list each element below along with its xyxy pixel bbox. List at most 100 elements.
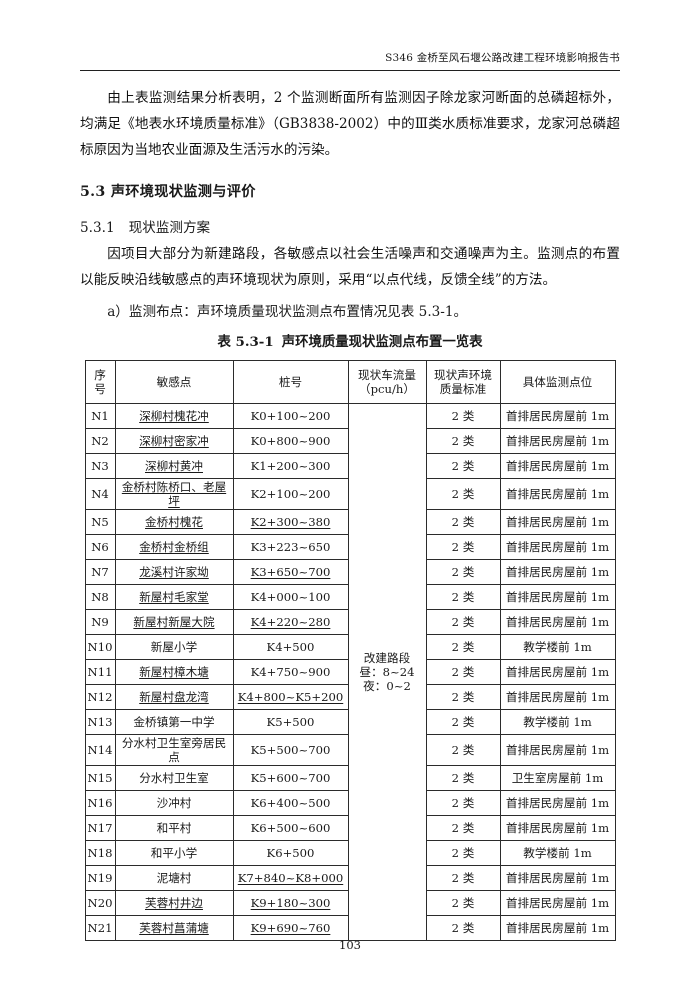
cell-stake-number-text: K4+220~280 [250, 614, 331, 629]
cell-specific-position-text: 首排居民房屋前 1m [505, 795, 610, 810]
cell-no-text: N19 [87, 870, 113, 885]
cell-specific-position: 首排居民房屋前 1m [499, 733, 616, 766]
page-number: 103 [339, 938, 361, 952]
cell-specific-position-text: 首排居民房屋前 1m [505, 539, 610, 554]
cell-acoustic-standard-text: 2 类 [451, 639, 475, 654]
cell-specific-position: 首排居民房屋前 1m [499, 508, 616, 535]
cell-sensitive-point-text: 芙蓉村菖蒲塘 [139, 920, 209, 935]
section-heading-5-3-1: 5.3.1 现状监测方案 [80, 215, 620, 241]
cell-sensitive-point-text: 深柳村密家冲 [139, 433, 209, 448]
table-row: N9 新屋村新屋大院 K4+220~280 2 类 首排居民房屋前 1m [84, 608, 616, 635]
cell-no: N20 [84, 889, 116, 916]
cell-no: N4 [84, 477, 116, 510]
cell-no: N1 [84, 402, 116, 429]
cell-acoustic-standard: 2 类 [425, 658, 501, 685]
cell-stake-number: K4+000~100 [232, 583, 349, 610]
cell-specific-position: 首排居民房屋前 1m [499, 864, 616, 891]
cell-stake-number: K6+500~600 [232, 814, 349, 841]
cell-no-text: N10 [87, 639, 113, 654]
cell-stake-number-text: K4+800~K5+200 [237, 689, 344, 704]
cell-stake-number: K4+220~280 [232, 608, 349, 635]
cell-specific-position: 首排居民房屋前 1m [499, 608, 616, 635]
column-header-traffic-flow: 现状车流量 （pcu/h） [347, 359, 427, 404]
cell-sensitive-point-text: 新屋村毛家堂 [139, 589, 209, 604]
cell-sensitive-point: 新屋村毛家堂 [114, 583, 234, 610]
cell-no: N3 [84, 452, 116, 479]
cell-no-text: N9 [91, 614, 109, 629]
column-header-traffic-flow-line1: 现状车流量 [358, 367, 416, 382]
table-row: N17 和平村 K6+500~600 2 类 首排居民房屋前 1m [84, 814, 616, 841]
cell-specific-position: 首排居民房屋前 1m [499, 814, 616, 841]
paragraph-monitoring-points: a）监测布点：声环境质量现状监测点布置情况见表 5.3-1。 [107, 303, 468, 320]
table-row: N11 新屋村樟木塘 K4+750~900 2 类 首排居民房屋前 1m [84, 658, 616, 685]
running-header-title: S346 金桥至风石堰公路改建工程环境影响报告书 [385, 52, 620, 64]
cell-stake-number-text: K3+650~700 [250, 564, 331, 579]
cell-sensitive-point: 泥塘村 [114, 864, 234, 891]
cell-specific-position: 首排居民房屋前 1m [499, 914, 616, 941]
cell-acoustic-standard-text: 2 类 [451, 689, 475, 704]
cell-no-text: N14 [87, 742, 113, 757]
cell-acoustic-standard-text: 2 类 [451, 714, 475, 729]
cell-specific-position: 首排居民房屋前 1m [499, 533, 616, 560]
cell-acoustic-standard: 2 类 [425, 764, 501, 791]
cell-sensitive-point: 龙溪村许家坳 [114, 558, 234, 585]
cell-no: N15 [84, 764, 116, 791]
column-header-no: 序 号 [84, 359, 116, 404]
table-row: N1 深柳村槐花冲 K0+100~200 改建路段 昼：8~24 夜：0~2 2 类首排居民… [84, 402, 616, 941]
cell-sensitive-point-text: 深柳村槐花冲 [139, 408, 209, 423]
cell-acoustic-standard-text: 2 类 [451, 614, 475, 629]
cell-acoustic-standard-text: 2 类 [451, 895, 475, 910]
cell-acoustic-standard: 2 类 [425, 889, 501, 916]
cell-stake-number-text: K6+500 [266, 845, 315, 860]
traffic-flow-line-1: 改建路段 [363, 650, 411, 665]
cell-sensitive-point: 新屋村新屋大院 [114, 608, 234, 635]
cell-sensitive-point: 金桥村陈桥口、老屋坪 [114, 477, 234, 510]
cell-sensitive-point-text: 金桥村陈桥口、老屋坪 [121, 479, 227, 508]
cell-stake-number-text: K9+180~300 [250, 895, 331, 910]
cell-stake-number: K6+400~500 [232, 789, 349, 816]
cell-specific-position: 教学楼前 1m [499, 633, 616, 660]
cell-sensitive-point-text: 和平村 [156, 820, 192, 835]
table-row: N19 泥塘村 K7+840~K8+000 2 类 首排居民房屋前 1m [84, 864, 616, 891]
table-row: N21 芙蓉村菖蒲塘 K9+690~760 2 类 首排居民房屋前 1m [84, 914, 616, 941]
column-header-traffic-flow-line2: （pcu/h） [359, 381, 415, 396]
cell-specific-position: 教学楼前 1m [499, 839, 616, 866]
cell-stake-number-text: K4+750~900 [250, 664, 331, 679]
cell-stake-number: K0+100~200 [232, 402, 349, 429]
cell-sensitive-point-text: 新屋村盘龙湾 [139, 689, 209, 704]
cell-stake-number-text: K0+800~900 [250, 433, 331, 448]
cell-specific-position-text: 首排居民房屋前 1m [505, 870, 610, 885]
cell-acoustic-standard-text: 2 类 [451, 539, 475, 554]
cell-stake-number: K4+750~900 [232, 658, 349, 685]
cell-stake-number: K5+600~700 [232, 764, 349, 791]
cell-stake-number: K1+200~300 [232, 452, 349, 479]
cell-no: N7 [84, 558, 116, 585]
cell-no: N5 [84, 508, 116, 535]
cell-stake-number: K5+500~700 [232, 733, 349, 766]
cell-no: N11 [84, 658, 116, 685]
cell-sensitive-point-text: 金桥村金桥组 [139, 539, 209, 554]
cell-specific-position-text: 首排居民房屋前 1m [505, 820, 610, 835]
cell-acoustic-standard: 2 类 [425, 402, 501, 429]
cell-acoustic-standard-text: 2 类 [451, 820, 475, 835]
cell-no: N13 [84, 708, 116, 735]
cell-sensitive-point: 和平村 [114, 814, 234, 841]
cell-stake-number: K2+100~200 [232, 477, 349, 510]
cell-sensitive-point: 分水村卫生室旁居民点 [114, 733, 234, 766]
cell-specific-position: 教学楼前 1m [499, 708, 616, 735]
cell-stake-number: K6+500 [232, 839, 349, 866]
table-row: N18 和平小学 K6+500 2 类 教学楼前 1m [84, 839, 616, 866]
cell-stake-number-text: K3+223~650 [250, 539, 331, 554]
cell-sensitive-point-text: 金桥村槐花 [145, 514, 203, 529]
cell-acoustic-standard: 2 类 [425, 452, 501, 479]
table-header-row: 序 号 敏感点 桩号 现状车流量 （pcu/h） 现状声环境 质量标准 具体监测… [84, 359, 616, 404]
cell-specific-position-text: 首排居民房屋前 1m [505, 614, 610, 629]
cell-acoustic-standard: 2 类 [425, 533, 501, 560]
cell-no: N14 [84, 733, 116, 766]
cell-no-text: N16 [87, 795, 113, 810]
cell-specific-position: 首排居民房屋前 1m [499, 402, 616, 429]
cell-sensitive-point: 新屋村盘龙湾 [114, 683, 234, 710]
column-header-acoustic-standard-line2: 质量标准 [439, 381, 487, 396]
table-row: N8 新屋村毛家堂 K4+000~100 2 类 首排居民房屋前 1m [84, 583, 616, 610]
cell-sensitive-point-text: 新屋村新屋大院 [133, 614, 215, 629]
